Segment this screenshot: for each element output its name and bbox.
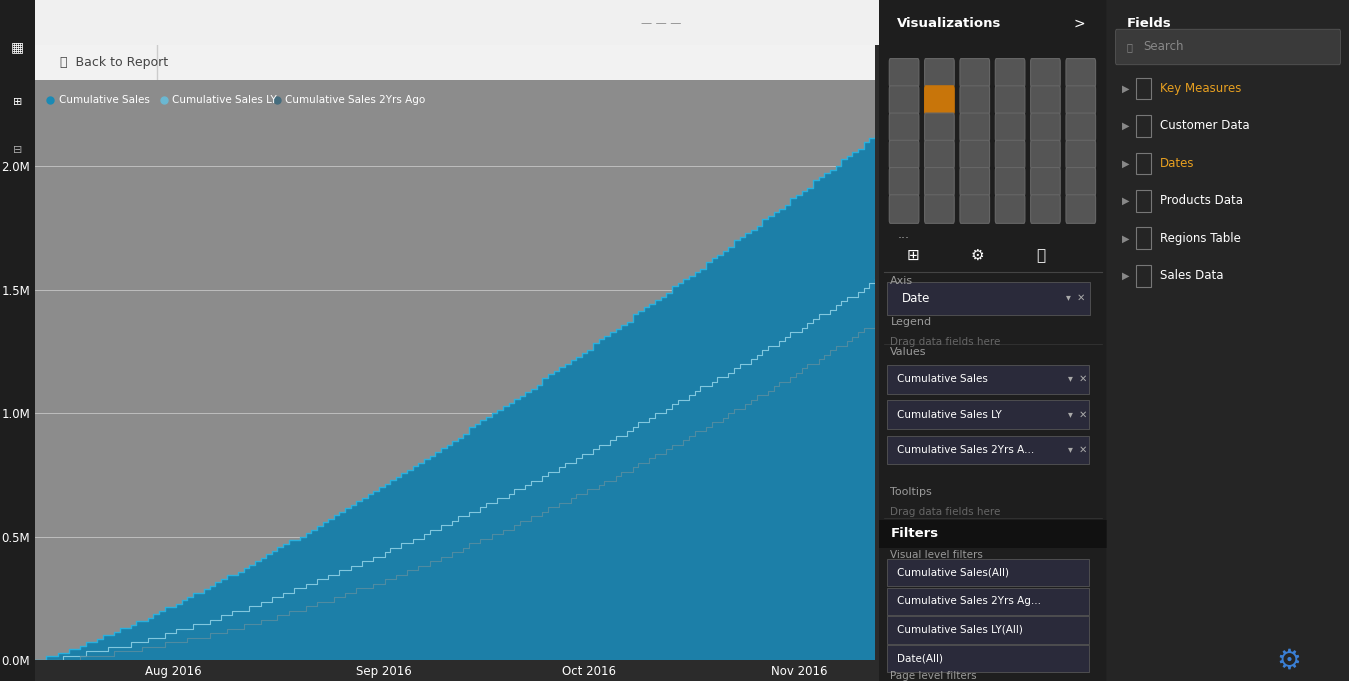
FancyBboxPatch shape (889, 86, 919, 114)
Text: 〈  Back to Report: 〈 Back to Report (61, 56, 169, 69)
FancyBboxPatch shape (889, 195, 919, 223)
Text: Page level filters: Page level filters (890, 671, 977, 681)
FancyBboxPatch shape (924, 113, 954, 142)
Text: • • •: • • • (1292, 16, 1322, 29)
FancyBboxPatch shape (996, 59, 1025, 87)
Text: ▾  ✕: ▾ ✕ (1068, 410, 1087, 419)
Text: ▾  ✕: ▾ ✕ (1066, 294, 1085, 303)
FancyBboxPatch shape (996, 140, 1025, 169)
FancyBboxPatch shape (888, 400, 1090, 429)
Text: Sales Data: Sales Data (1160, 269, 1224, 283)
Text: Dates: Dates (1160, 157, 1195, 170)
Text: Date: Date (901, 291, 931, 305)
Text: >: > (1074, 17, 1086, 31)
FancyBboxPatch shape (1031, 86, 1060, 114)
FancyBboxPatch shape (924, 59, 954, 87)
FancyBboxPatch shape (1066, 168, 1095, 196)
Text: Key Measures: Key Measures (1160, 82, 1241, 95)
Text: ▦: ▦ (11, 41, 24, 54)
FancyBboxPatch shape (888, 282, 1090, 315)
Text: Drag data fields here: Drag data fields here (890, 337, 1001, 347)
Text: Cumulative Sales 2Yrs Ago: Cumulative Sales 2Yrs Ago (286, 95, 425, 106)
FancyBboxPatch shape (888, 645, 1090, 672)
FancyBboxPatch shape (1066, 113, 1095, 142)
Text: Products Data: Products Data (1160, 194, 1244, 208)
Text: Search: Search (1144, 40, 1184, 54)
FancyBboxPatch shape (924, 86, 954, 114)
FancyBboxPatch shape (888, 588, 1090, 615)
FancyBboxPatch shape (960, 86, 990, 114)
FancyBboxPatch shape (889, 113, 919, 142)
Text: ...: ... (897, 228, 909, 241)
FancyBboxPatch shape (1066, 195, 1095, 223)
FancyBboxPatch shape (960, 140, 990, 169)
Text: Regions Table: Regions Table (1160, 232, 1241, 245)
Text: Date(All): Date(All) (897, 654, 943, 663)
Text: ▶: ▶ (1121, 121, 1129, 131)
Text: ⊞: ⊞ (907, 248, 920, 263)
FancyBboxPatch shape (1031, 168, 1060, 196)
FancyBboxPatch shape (960, 59, 990, 87)
Text: Filters: Filters (890, 527, 939, 541)
Text: Values: Values (890, 347, 927, 358)
FancyBboxPatch shape (1031, 140, 1060, 169)
Text: — — —: — — — (641, 18, 681, 27)
Text: Cumulative Sales(All): Cumulative Sales(All) (897, 568, 1009, 577)
FancyBboxPatch shape (1116, 29, 1341, 65)
FancyBboxPatch shape (889, 168, 919, 196)
Text: Tooltips: Tooltips (890, 487, 932, 497)
FancyBboxPatch shape (888, 559, 1090, 586)
Text: ▶: ▶ (1121, 84, 1129, 93)
FancyBboxPatch shape (888, 436, 1090, 464)
Text: Cumulative Sales: Cumulative Sales (897, 375, 987, 384)
Text: Cumulative Sales: Cumulative Sales (58, 95, 150, 106)
FancyBboxPatch shape (889, 59, 919, 87)
Text: ▶: ▶ (1121, 234, 1129, 243)
FancyBboxPatch shape (960, 195, 990, 223)
Text: Visual level filters: Visual level filters (890, 550, 983, 560)
Text: Axis: Axis (890, 276, 913, 286)
FancyBboxPatch shape (960, 113, 990, 142)
Text: ▶: ▶ (1121, 196, 1129, 206)
Text: 🔍: 🔍 (1126, 42, 1132, 52)
Text: ⊞: ⊞ (12, 97, 22, 107)
FancyBboxPatch shape (924, 168, 954, 196)
FancyBboxPatch shape (889, 140, 919, 169)
Text: Cumulative Sales 2Yrs Ag...: Cumulative Sales 2Yrs Ag... (897, 597, 1041, 606)
FancyBboxPatch shape (996, 168, 1025, 196)
Text: Customer Data: Customer Data (1160, 119, 1251, 133)
FancyBboxPatch shape (924, 140, 954, 169)
FancyBboxPatch shape (960, 168, 990, 196)
Text: Drag data fields here: Drag data fields here (890, 507, 1001, 518)
FancyBboxPatch shape (1031, 113, 1060, 142)
Text: ▶: ▶ (1121, 159, 1129, 168)
Text: Cumulative Sales LY(All): Cumulative Sales LY(All) (897, 625, 1023, 635)
Text: ⚙: ⚙ (970, 248, 983, 263)
Text: ⚙: ⚙ (1276, 646, 1302, 675)
Text: 🔍: 🔍 (1036, 248, 1045, 263)
Text: Cumulative Sales LY: Cumulative Sales LY (171, 95, 277, 106)
FancyBboxPatch shape (1066, 59, 1095, 87)
Text: Legend: Legend (890, 317, 932, 327)
FancyBboxPatch shape (888, 365, 1090, 394)
Text: Cumulative Sales 2Yrs A...: Cumulative Sales 2Yrs A... (897, 445, 1035, 455)
FancyBboxPatch shape (996, 86, 1025, 114)
FancyBboxPatch shape (888, 616, 1090, 644)
FancyBboxPatch shape (1066, 140, 1095, 169)
Text: ▶: ▶ (1121, 271, 1129, 281)
FancyBboxPatch shape (996, 195, 1025, 223)
Text: ⊟: ⊟ (12, 145, 22, 155)
FancyBboxPatch shape (1031, 59, 1060, 87)
Text: Fields: Fields (1126, 17, 1171, 30)
FancyBboxPatch shape (1066, 86, 1095, 114)
Text: ▾  ✕: ▾ ✕ (1068, 375, 1087, 384)
FancyBboxPatch shape (996, 113, 1025, 142)
Text: Visualizations: Visualizations (897, 17, 1001, 30)
Text: Cumulative Sales LY: Cumulative Sales LY (897, 410, 1002, 419)
FancyBboxPatch shape (924, 195, 954, 223)
FancyBboxPatch shape (1031, 195, 1060, 223)
FancyBboxPatch shape (880, 520, 1108, 548)
Text: ▾  ✕: ▾ ✕ (1068, 445, 1087, 455)
